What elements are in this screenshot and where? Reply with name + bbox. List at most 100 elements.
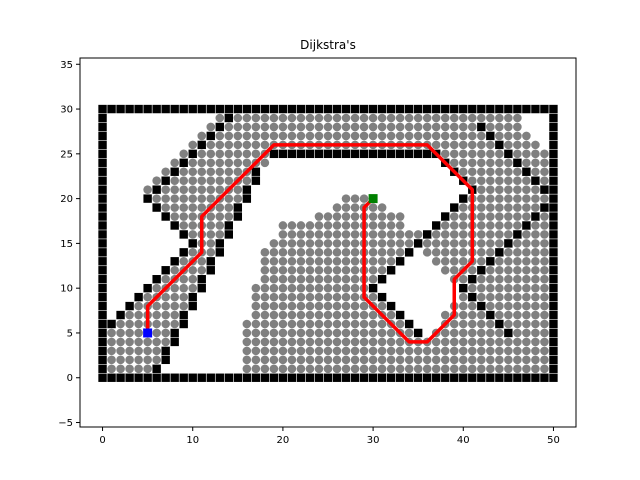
visited-node bbox=[413, 113, 423, 123]
visited-node bbox=[440, 140, 450, 150]
obstacle-node bbox=[224, 221, 233, 230]
obstacle-node bbox=[386, 149, 396, 159]
visited-node bbox=[486, 355, 495, 365]
obstacle-node bbox=[495, 140, 504, 150]
visited-node bbox=[449, 337, 459, 347]
visited-node bbox=[413, 131, 423, 141]
obstacle-node bbox=[134, 292, 143, 302]
visited-node bbox=[513, 301, 522, 311]
visited-node bbox=[350, 203, 360, 212]
visited-node bbox=[260, 328, 270, 338]
obstacle-node bbox=[98, 292, 107, 302]
visited-node bbox=[314, 113, 324, 123]
visited-node bbox=[513, 346, 522, 356]
visited-node bbox=[170, 292, 179, 302]
visited-node bbox=[495, 257, 504, 266]
visited-node bbox=[531, 328, 540, 338]
visited-node bbox=[233, 158, 243, 168]
visited-node bbox=[504, 194, 513, 203]
visited-node bbox=[134, 355, 143, 365]
visited-node bbox=[314, 212, 324, 221]
visited-node bbox=[449, 248, 459, 257]
obstacle-node bbox=[404, 319, 414, 329]
visited-node bbox=[386, 364, 396, 374]
visited-node bbox=[188, 221, 198, 230]
visited-node bbox=[467, 337, 477, 347]
visited-node bbox=[350, 292, 360, 302]
obstacle-node bbox=[549, 283, 558, 293]
visited-node bbox=[413, 346, 423, 356]
obstacle-node bbox=[98, 185, 107, 194]
visited-node bbox=[134, 310, 143, 320]
visited-node bbox=[513, 364, 522, 374]
visited-node bbox=[513, 185, 522, 194]
visited-node bbox=[477, 292, 486, 302]
obstacle-node bbox=[98, 283, 107, 293]
visited-node bbox=[504, 355, 513, 365]
visited-node bbox=[531, 364, 540, 374]
obstacle-node bbox=[323, 149, 333, 159]
visited-node bbox=[323, 212, 333, 221]
visited-node bbox=[522, 328, 531, 338]
y-tick-label: 10 bbox=[60, 284, 73, 295]
visited-node bbox=[440, 113, 450, 123]
visited-node bbox=[314, 122, 324, 132]
obstacle-node bbox=[206, 266, 215, 275]
visited-node bbox=[179, 283, 189, 293]
visited-node bbox=[170, 176, 179, 186]
visited-node bbox=[332, 364, 342, 374]
visited-node bbox=[540, 248, 549, 257]
obstacle-node bbox=[260, 373, 270, 382]
obstacle-node bbox=[531, 212, 540, 221]
visited-node bbox=[495, 355, 504, 365]
obstacle-node bbox=[161, 176, 170, 185]
obstacle-node bbox=[522, 167, 531, 176]
visited-node bbox=[486, 248, 495, 257]
obstacle-node bbox=[98, 176, 107, 185]
obstacle-node bbox=[98, 266, 107, 275]
obstacle-node bbox=[368, 373, 378, 382]
obstacle-node bbox=[251, 176, 261, 185]
visited-node bbox=[495, 176, 504, 186]
visited-node bbox=[467, 346, 477, 356]
visited-node bbox=[467, 364, 477, 374]
visited-node bbox=[260, 140, 270, 150]
visited-node bbox=[206, 122, 216, 132]
x-tick-label: 20 bbox=[277, 435, 290, 446]
obstacle-node bbox=[170, 104, 179, 114]
obstacle-node bbox=[161, 346, 170, 356]
visited-node bbox=[341, 337, 351, 347]
obstacle-node bbox=[377, 373, 387, 382]
visited-node bbox=[377, 257, 387, 266]
visited-node bbox=[368, 328, 378, 338]
visited-node bbox=[134, 364, 143, 374]
visited-node bbox=[395, 131, 405, 141]
obstacle-node bbox=[197, 140, 206, 150]
obstacle-node bbox=[368, 104, 378, 114]
visited-node bbox=[449, 239, 459, 248]
obstacle-node bbox=[152, 185, 161, 194]
visited-node bbox=[269, 310, 279, 320]
visited-node bbox=[458, 158, 468, 168]
visited-node bbox=[179, 167, 189, 177]
visited-node bbox=[540, 337, 549, 347]
visited-node bbox=[161, 203, 170, 212]
visited-node bbox=[522, 364, 531, 374]
visited-node bbox=[242, 149, 252, 159]
visited-node bbox=[341, 113, 351, 123]
visited-node bbox=[134, 337, 143, 347]
visited-node bbox=[522, 337, 531, 347]
visited-node bbox=[458, 230, 468, 239]
visited-node bbox=[531, 319, 540, 329]
obstacle-node bbox=[386, 266, 396, 275]
visited-node bbox=[522, 283, 531, 293]
obstacle-node bbox=[305, 149, 315, 159]
visited-node bbox=[125, 346, 134, 356]
visited-node bbox=[504, 185, 513, 194]
visited-node bbox=[215, 203, 225, 212]
obstacle-node bbox=[125, 104, 134, 114]
visited-node bbox=[386, 230, 396, 239]
visited-node bbox=[278, 355, 288, 365]
obstacle-node bbox=[143, 283, 152, 293]
visited-node bbox=[107, 328, 116, 338]
